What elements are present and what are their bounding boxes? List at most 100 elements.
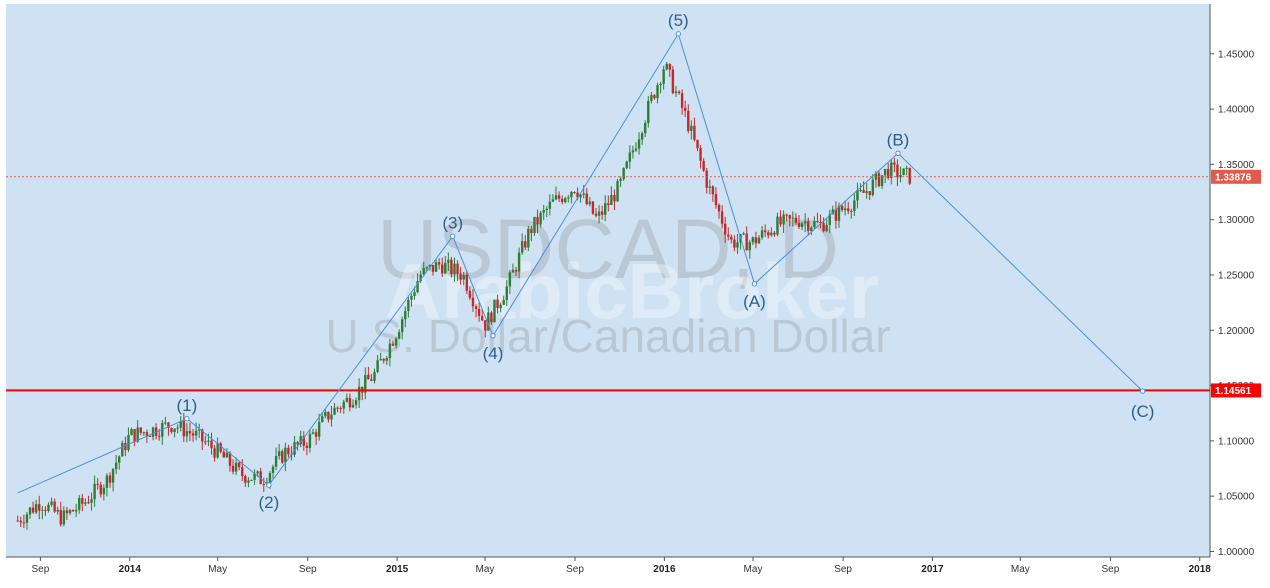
candle-body xyxy=(674,91,678,94)
candle-body xyxy=(87,502,90,504)
wave-label: (4) xyxy=(483,344,504,363)
candle-body xyxy=(545,208,548,210)
candle-body xyxy=(573,191,576,193)
candle-body xyxy=(333,407,336,415)
candle-body xyxy=(847,208,850,212)
y-tick-label: 1.35000 xyxy=(1218,160,1255,171)
candle-body xyxy=(850,210,853,212)
candle-body xyxy=(748,242,751,251)
candle-body xyxy=(800,223,804,228)
candle-body xyxy=(853,200,856,211)
candle-body xyxy=(871,179,875,195)
candle-body xyxy=(284,447,287,463)
candle-body xyxy=(434,262,438,272)
candle-body xyxy=(862,190,865,193)
candle-body xyxy=(173,428,176,433)
candle-body xyxy=(548,201,552,209)
candle-body xyxy=(650,95,653,101)
candle-body xyxy=(219,443,222,452)
wave-point xyxy=(1139,388,1146,394)
candle-body xyxy=(680,93,684,108)
candle-body xyxy=(776,216,779,235)
wave-point xyxy=(490,333,496,339)
candle-body xyxy=(90,499,93,503)
candle-body xyxy=(373,371,376,381)
candle-body xyxy=(164,422,167,424)
candle-body xyxy=(354,400,358,405)
x-tick-label: Sep xyxy=(1102,564,1120,575)
candle-body xyxy=(533,216,536,234)
candle-body xyxy=(474,306,478,309)
price-axis-bg xyxy=(1210,0,1270,583)
candle-body xyxy=(496,299,499,309)
candle-body xyxy=(296,442,299,445)
candle-body xyxy=(631,150,635,153)
candle-body xyxy=(779,216,782,225)
candle-body xyxy=(877,173,881,187)
candle-body xyxy=(440,264,444,274)
candle-body xyxy=(607,203,610,206)
candle-body xyxy=(228,452,232,466)
candle-body xyxy=(124,442,127,451)
candle-body xyxy=(576,192,579,198)
wave-point xyxy=(895,150,901,157)
candle-body xyxy=(47,504,50,511)
candle-body xyxy=(465,275,469,291)
wave-label: (1) xyxy=(177,396,198,415)
candle-body xyxy=(524,241,527,248)
candle-body xyxy=(782,214,785,225)
candle-body xyxy=(840,205,844,211)
candle-body xyxy=(419,274,422,282)
candle-body xyxy=(585,193,588,205)
candle-body xyxy=(416,281,419,293)
candle-body xyxy=(745,233,748,251)
candle-body xyxy=(44,509,47,511)
candle-body xyxy=(437,262,441,265)
x-tick-label: May xyxy=(1011,564,1030,575)
candle-body xyxy=(431,264,435,272)
candle-body xyxy=(893,162,896,165)
candle-body xyxy=(348,397,352,408)
candle-body xyxy=(773,232,776,235)
candle-body xyxy=(831,209,835,215)
candle-body xyxy=(225,452,229,458)
wave-label: (C) xyxy=(1131,402,1155,421)
wave-point xyxy=(675,31,682,37)
candle-body xyxy=(582,193,585,195)
candle-body xyxy=(683,107,687,111)
x-tick-label: Sep xyxy=(834,564,852,575)
candle-body xyxy=(41,509,44,511)
x-tick-label: May xyxy=(208,564,227,575)
plot-background xyxy=(6,4,1210,557)
wave-point xyxy=(450,233,456,239)
candle-body xyxy=(810,227,813,231)
candle-body xyxy=(908,167,911,184)
candle-body xyxy=(896,164,899,178)
candle-body xyxy=(16,520,19,522)
candle-body xyxy=(594,213,598,216)
candle-body xyxy=(887,168,890,179)
wave-label: (3) xyxy=(442,213,463,232)
candle-body xyxy=(142,432,146,434)
candle-body xyxy=(231,465,235,472)
candle-body xyxy=(720,211,724,224)
candle-body xyxy=(108,475,112,483)
candle-body xyxy=(723,223,727,235)
candle-body xyxy=(597,211,601,216)
candle-body xyxy=(647,100,650,123)
candle-body xyxy=(665,63,668,70)
wave-point xyxy=(751,281,758,287)
candle-body xyxy=(65,510,69,514)
candle-body xyxy=(299,436,302,445)
candle-body xyxy=(677,91,681,94)
candle-body xyxy=(314,432,318,437)
candle-body xyxy=(397,332,401,339)
candle-body xyxy=(136,427,139,442)
candle-body xyxy=(151,427,155,437)
candle-body xyxy=(259,471,262,485)
watermark: USDCAD, D ArabicBroker U.S. Dollar/Canad… xyxy=(325,202,890,362)
y-tick-label: 1.00000 xyxy=(1218,547,1255,558)
y-tick-label: 1.05000 xyxy=(1218,492,1255,503)
candle-body xyxy=(554,195,558,200)
